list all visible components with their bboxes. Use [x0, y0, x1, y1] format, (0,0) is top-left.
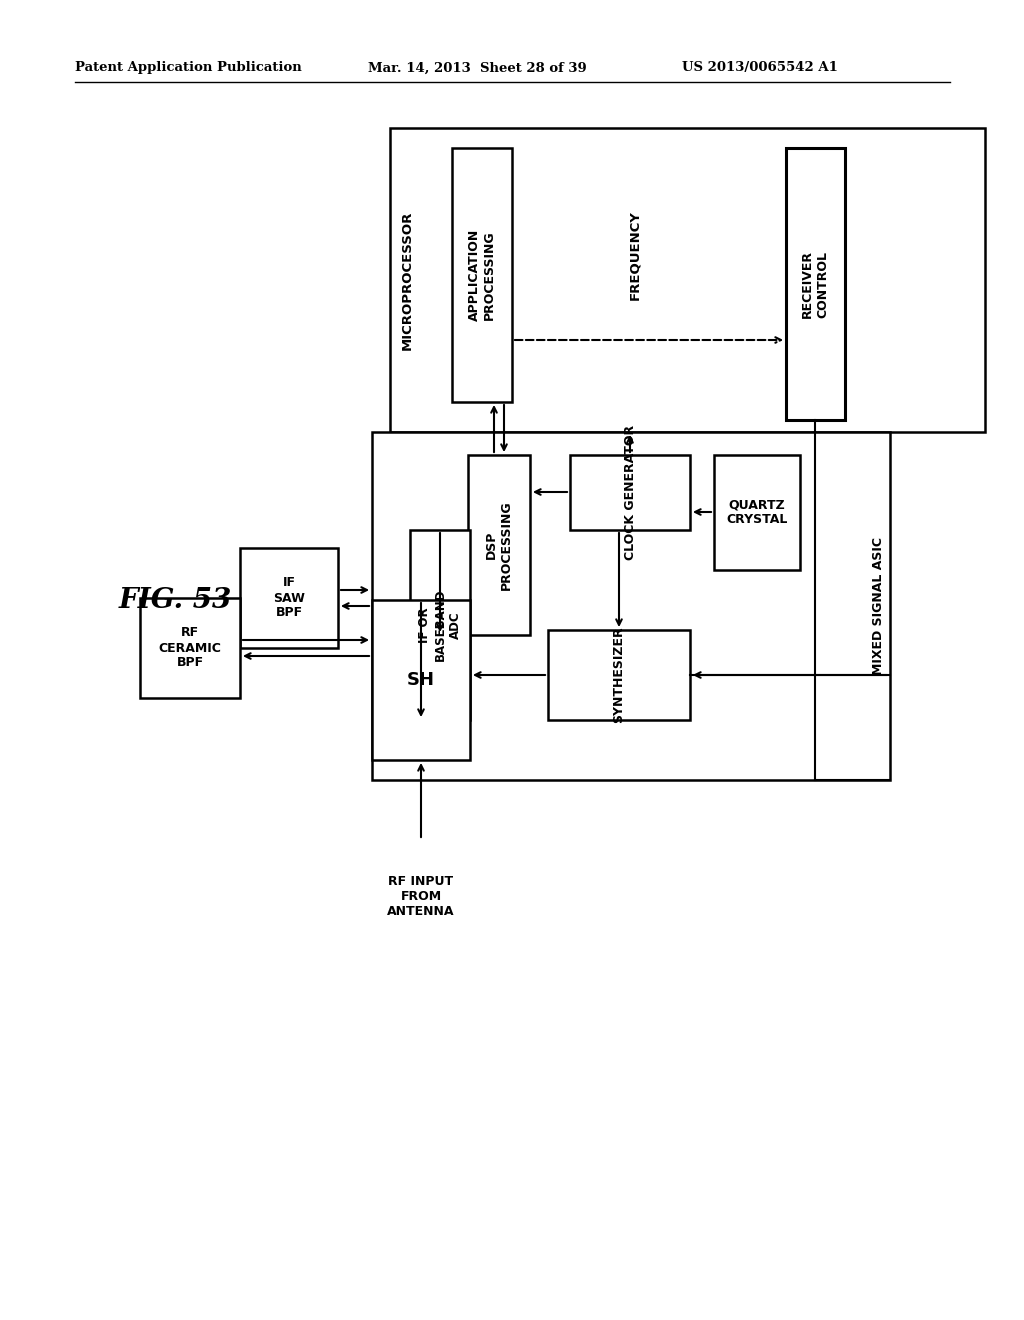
Text: SH: SH: [407, 671, 435, 689]
Bar: [140, 598, 240, 698]
Text: MICROPROCESSOR: MICROPROCESSOR: [400, 210, 414, 350]
Bar: [548, 630, 690, 719]
Bar: [390, 128, 985, 432]
Text: RF
CERAMIC
BPF: RF CERAMIC BPF: [159, 627, 221, 669]
Bar: [240, 548, 338, 648]
Text: IF
SAW
BPF: IF SAW BPF: [273, 577, 305, 619]
Text: US 2013/0065542 A1: US 2013/0065542 A1: [682, 62, 838, 74]
Text: MIXED SIGNAL ASIC: MIXED SIGNAL ASIC: [871, 537, 885, 675]
Text: Patent Application Publication: Patent Application Publication: [75, 62, 302, 74]
Text: RF INPUT
FROM
ANTENNA: RF INPUT FROM ANTENNA: [387, 875, 455, 917]
Bar: [410, 531, 470, 719]
Bar: [372, 432, 890, 780]
Text: RECEIVER
CONTROL: RECEIVER CONTROL: [801, 249, 829, 318]
Bar: [468, 455, 530, 635]
Bar: [714, 455, 800, 570]
Bar: [372, 601, 470, 760]
Bar: [570, 455, 690, 531]
Bar: [452, 148, 512, 403]
Text: DSP
PROCESSING: DSP PROCESSING: [485, 500, 513, 590]
Text: APPLICATION
PROCESSING: APPLICATION PROCESSING: [468, 228, 496, 321]
Text: QUARTZ
CRYSTAL: QUARTZ CRYSTAL: [726, 498, 787, 525]
Bar: [786, 148, 845, 420]
Text: FIG. 53: FIG. 53: [119, 586, 231, 614]
Text: FREQUENCY: FREQUENCY: [629, 210, 641, 300]
Text: CLOCK GENERATOR: CLOCK GENERATOR: [624, 425, 637, 560]
Text: Mar. 14, 2013  Sheet 28 of 39: Mar. 14, 2013 Sheet 28 of 39: [368, 62, 587, 74]
Text: IF OR
BASEBAND
ADC: IF OR BASEBAND ADC: [419, 589, 462, 661]
Text: SYNTHESIZER: SYNTHESIZER: [612, 627, 626, 723]
